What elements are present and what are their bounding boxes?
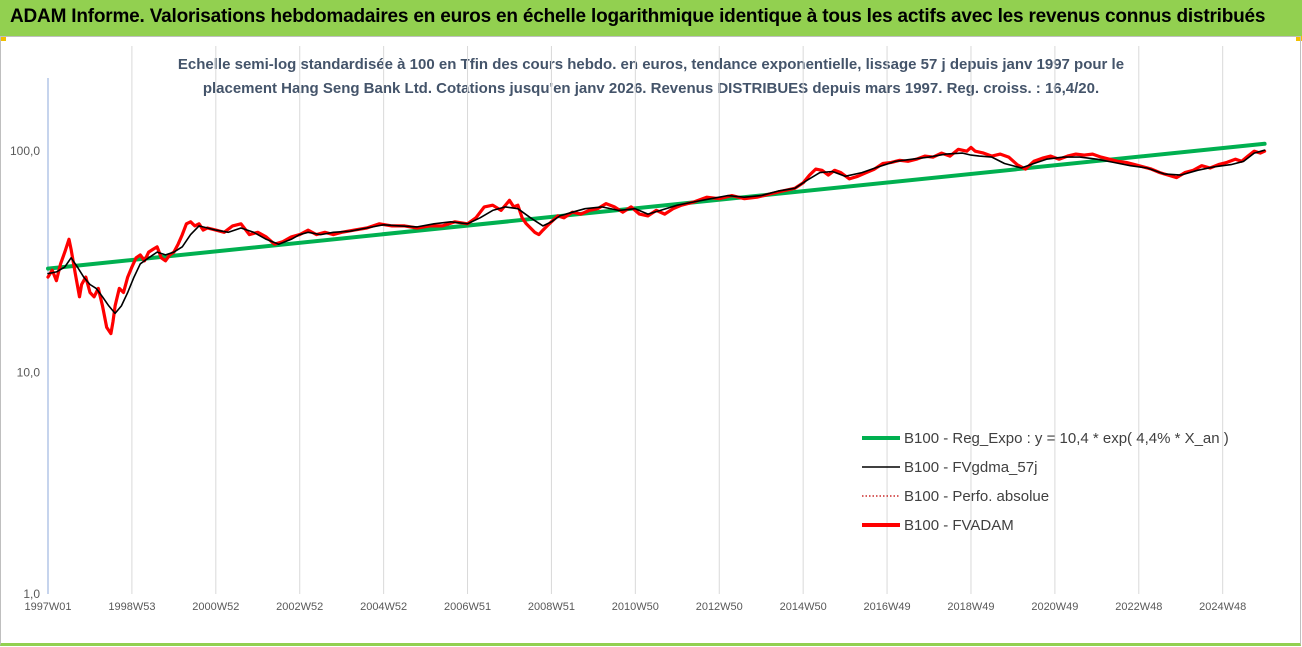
legend: B100 - Reg_Expo : y = 10,4 * exp( 4,4% *… <box>862 430 1229 534</box>
legend-label: B100 - FVADAM <box>904 517 1014 534</box>
header-banner: ADAM Informe. Valorisations hebdomadaire… <box>0 0 1302 36</box>
x-tick-label: 2010W50 <box>612 601 659 613</box>
legend-label: B100 - Reg_Expo : y = 10,4 * exp( 4,4% *… <box>904 430 1229 447</box>
series-line-1 <box>47 149 1266 315</box>
x-tick-label: 2006W51 <box>444 601 491 613</box>
legend-label: B100 - FVgdma_57j <box>904 459 1037 476</box>
y-tick-label: 10,0 <box>17 366 41 380</box>
series-line-3 <box>46 145 1267 336</box>
chart-frame <box>0 36 1301 646</box>
x-tick-label: 2000W52 <box>192 601 239 613</box>
legend-label: B100 - Perfo. absolue <box>904 488 1049 505</box>
x-tick-label: 2022W48 <box>1115 601 1162 613</box>
x-tick-label: 2020W49 <box>1031 601 1078 613</box>
x-tick-label: 2024W48 <box>1199 601 1246 613</box>
y-tick-label: 100,0 <box>10 144 40 158</box>
x-tick-label: 2004W52 <box>360 601 407 613</box>
x-tick-label: 2016W49 <box>864 601 911 613</box>
x-tick-label: 2012W50 <box>696 601 743 613</box>
y-axis-ticks: 1,0 10,0 100,0 <box>10 144 40 601</box>
x-tick-label: 1997W01 <box>24 601 71 613</box>
grid-lines <box>131 46 1224 594</box>
series-line-0 <box>46 141 1267 271</box>
y-tick-label: 1,0 <box>23 587 40 601</box>
chart-title-line-2: placement Hang Seng Bank Ltd. Cotations … <box>202 80 1100 97</box>
corner-mark-right <box>1296 36 1302 41</box>
x-tick-label: 2008W51 <box>528 601 575 613</box>
x-tick-label: 1998W53 <box>108 601 155 613</box>
x-tick-label: 2002W52 <box>276 601 323 613</box>
corner-mark-left <box>0 36 6 41</box>
x-axis-ticks: 1997W01 1998W53 2000W52 2002W52 2004W52 2006W… <box>24 601 1246 613</box>
series-layer <box>46 141 1267 336</box>
x-tick-label: 2014W50 <box>780 601 827 613</box>
x-tick-label: 2018W49 <box>947 601 994 613</box>
page-title: ADAM Informe. Valorisations hebdomadaire… <box>10 6 1266 27</box>
